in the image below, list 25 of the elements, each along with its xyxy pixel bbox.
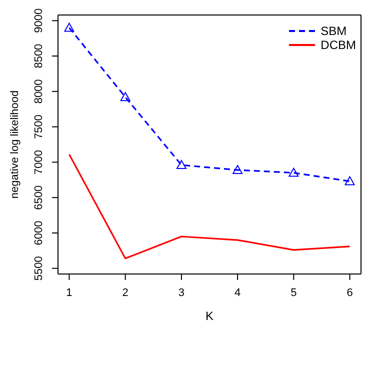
y-tick-label: 5500	[33, 256, 45, 281]
y-tick-label: 8500	[33, 44, 45, 68]
y-tick-label: 7000	[33, 150, 45, 174]
point	[176, 160, 186, 170]
point	[344, 176, 355, 186]
point	[120, 92, 130, 102]
y-tick-label: 7500	[33, 114, 45, 140]
x-tick-label: 3	[178, 286, 185, 299]
point	[64, 22, 74, 32]
y-tick-label: 6500	[33, 185, 45, 210]
y-tick-label: 6000	[33, 220, 45, 246]
x-axis-title: K	[205, 309, 214, 323]
point	[288, 168, 299, 177]
legend-label: DCBM	[320, 38, 356, 52]
x-tick-label: 2	[122, 286, 128, 299]
x-tick-label: 4	[234, 286, 241, 299]
x-tick-label: 1	[66, 286, 72, 299]
x-tick-label: 5	[290, 286, 297, 299]
y-tick-label: 9000	[33, 8, 45, 33]
legend-label: SBM	[320, 24, 347, 38]
line-series	[68, 154, 351, 260]
x-tick-label: 6	[346, 286, 353, 299]
y-tick-label: 8000	[33, 79, 45, 104]
point	[232, 164, 243, 174]
y-axis-title: negative log likelihood	[8, 90, 21, 199]
